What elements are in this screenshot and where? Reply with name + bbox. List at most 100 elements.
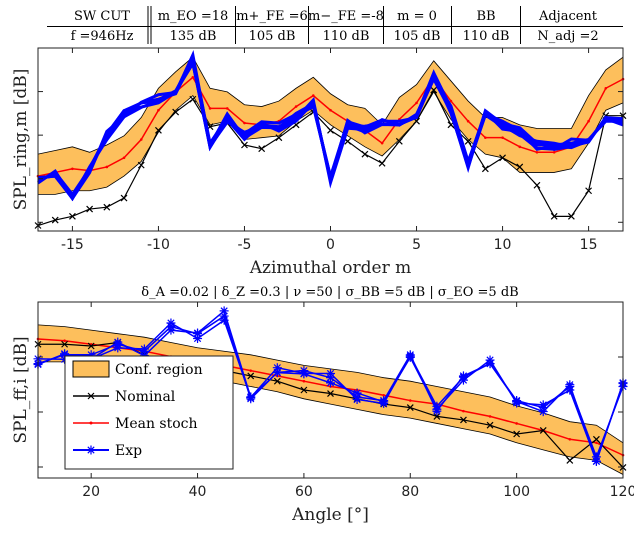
- nominal-point: [481, 165, 489, 173]
- header-cell-m: m = 0: [397, 9, 437, 24]
- exp-point: [538, 407, 548, 417]
- x-tick-label: 20: [82, 484, 100, 500]
- x-tick-label: 60: [295, 484, 313, 500]
- mean-stoch-point: [225, 107, 229, 110]
- exp-point: [166, 318, 176, 328]
- mean-stoch-point: [122, 156, 126, 160]
- exp-point: [193, 334, 203, 344]
- confidence-upper-edge: [37, 56, 624, 155]
- exp-point: [193, 328, 203, 338]
- x-tick-label: 40: [189, 484, 207, 500]
- exp-point: [272, 363, 282, 373]
- exp-point: [352, 388, 362, 398]
- mean-stoch-point: [449, 99, 453, 103]
- exp-point: [272, 368, 282, 378]
- exp-point: [246, 392, 256, 402]
- nominal-point: [275, 134, 283, 142]
- nominal-point: [566, 456, 574, 464]
- exp-point: [432, 404, 442, 414]
- mean-stoch-point: [311, 94, 315, 97]
- nominal-point: [103, 203, 111, 211]
- header-cell-nadj: N_adj =2: [537, 29, 598, 44]
- nominal-point: [155, 126, 162, 134]
- x-tick-label: 10: [494, 237, 512, 253]
- nominal-point: [430, 86, 438, 94]
- header-cell-freq: f =946Hz: [71, 29, 134, 44]
- nominal-point: [585, 187, 593, 195]
- nominal-point: [460, 416, 467, 424]
- x-tick-label: 80: [401, 484, 419, 500]
- mean-stoch-point: [157, 108, 160, 112]
- legend-label: Conf. region: [115, 362, 203, 378]
- mean-stoch-point: [501, 136, 504, 139]
- nominal-point: [241, 141, 248, 149]
- mean-stoch-point: [595, 441, 598, 445]
- mean-stoch-point: [380, 141, 384, 145]
- exp-point: [405, 352, 415, 362]
- nominal-point: [120, 194, 128, 202]
- mean-stoch-point: [105, 165, 109, 169]
- exp-point: [299, 369, 309, 379]
- nominal-point: [86, 205, 94, 213]
- exp-point: [139, 344, 149, 354]
- mean-stoch-point: [63, 339, 66, 343]
- mean-stoch-point: [604, 86, 608, 90]
- nominal-point: [513, 430, 521, 438]
- exp-point: [326, 368, 335, 378]
- exp-point: [166, 325, 176, 335]
- axes-frame: [37, 301, 624, 479]
- nominal-point: [361, 150, 369, 158]
- nominal-point: [300, 386, 308, 394]
- x-tick-label: 15: [580, 237, 598, 253]
- exp-point: [565, 385, 575, 395]
- header-cell-adjacent: Adjacent: [538, 9, 598, 24]
- exp-point: [458, 375, 468, 385]
- mean-stoch-point: [552, 151, 556, 154]
- mean-stoch-point: [302, 379, 306, 383]
- nominal-point: [533, 181, 541, 189]
- nominal-point: [87, 342, 95, 350]
- nominal-point: [464, 137, 472, 145]
- nominal-point: [592, 435, 600, 443]
- exp-point: [219, 315, 229, 325]
- mean-stoch-point: [329, 108, 332, 112]
- exp-line: [37, 58, 624, 202]
- header-cell-bb: BB: [476, 9, 495, 24]
- header-cell-mfe-plus-level: 105 dB: [249, 29, 296, 44]
- mean-stoch-point: [462, 409, 465, 413]
- nominal-point: [51, 216, 59, 224]
- x-tick-label: 100: [503, 484, 530, 500]
- nominal-point: [258, 145, 266, 153]
- legend-label: Exp: [115, 443, 142, 459]
- header-cell-sw-cut: SW CUT: [74, 9, 130, 24]
- nominal-point: [539, 427, 547, 434]
- exp-point: [565, 380, 575, 390]
- mean-stoch-point: [568, 437, 572, 441]
- mean-stoch-point: [382, 393, 385, 397]
- nominal-point: [68, 212, 76, 220]
- legend-marker-nominal: [87, 392, 95, 400]
- header-cell-mfe-plus: m+_FE =6: [236, 9, 308, 24]
- mean-stoch-point: [294, 105, 298, 108]
- nominal-point: [61, 340, 69, 348]
- header-cell-mfe-minus-level: 110 dB: [323, 29, 370, 44]
- x-axis-label: Azimuthal order m: [249, 258, 411, 278]
- nominal-point: [516, 163, 524, 171]
- legend-marker-exp: [86, 445, 96, 455]
- mean-stoch-point: [408, 399, 412, 402]
- exp-point: [485, 355, 495, 365]
- header-cell-mfe-minus: m−_FE =-8: [308, 9, 384, 24]
- confidence-upper-edge: [37, 324, 624, 444]
- legend: Conf. region Nominal Mean stoch Exp: [64, 355, 234, 470]
- nominal-point: [395, 137, 403, 145]
- x-tick-label: -10: [147, 237, 170, 253]
- x-tick-label: -5: [237, 237, 251, 253]
- mean-stoch-point: [243, 121, 246, 125]
- nominal-point: [137, 161, 145, 169]
- nominal-point: [172, 108, 180, 116]
- mean-stoch-point: [484, 136, 487, 139]
- exp-point: [538, 400, 548, 410]
- nominal-point: [433, 412, 441, 420]
- mean-stoch-point: [518, 145, 522, 149]
